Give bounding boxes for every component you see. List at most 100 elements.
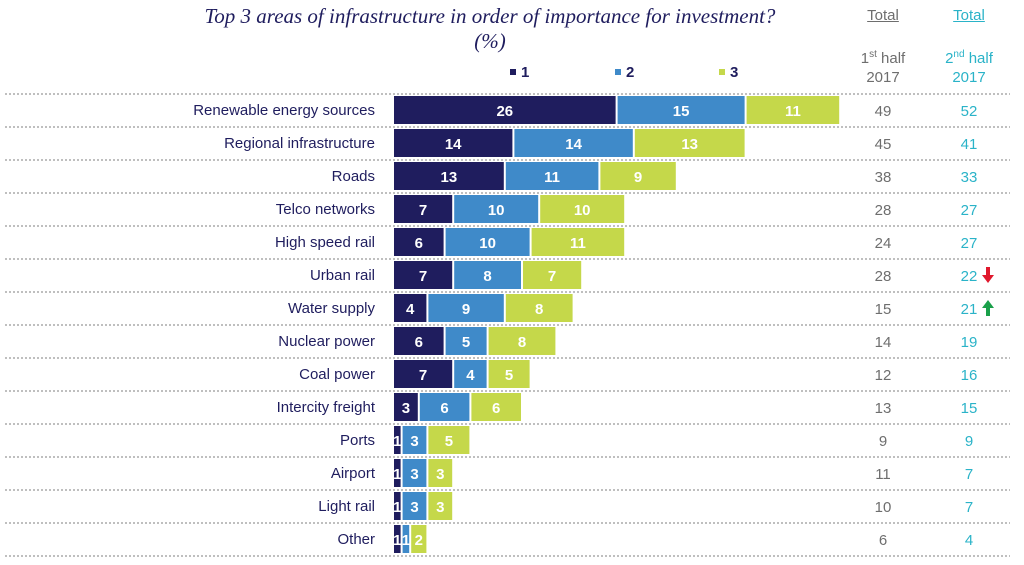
- category-label: Water supply: [288, 300, 375, 317]
- bar-series-1: [394, 492, 401, 520]
- category-label: Intercity freight: [277, 399, 376, 416]
- legend-swatch: [510, 69, 516, 75]
- data-label: 11: [570, 235, 586, 252]
- bar-series-3: [505, 294, 573, 322]
- total-first-half: 28: [875, 202, 892, 219]
- half-number: 1: [860, 50, 870, 67]
- data-label: 13: [441, 169, 458, 186]
- category-label: Ports: [340, 432, 375, 449]
- bar-series-1: [394, 525, 401, 553]
- bar-series-1: [394, 96, 616, 124]
- bar-series-1: [394, 327, 444, 355]
- category-label: Airport: [331, 465, 376, 482]
- data-label: 3: [410, 433, 418, 450]
- total-second-half: 9: [965, 433, 973, 450]
- bar-series-3: [523, 261, 582, 289]
- bar-series-3: [471, 393, 521, 421]
- legend-item-3: 3: [719, 64, 738, 81]
- legend-swatch: [615, 69, 621, 75]
- bar-series-1: [394, 459, 401, 487]
- category-label: Other: [337, 531, 375, 548]
- data-label: 7: [419, 202, 427, 219]
- year: 2017: [952, 69, 986, 86]
- total-first-half: 24: [875, 235, 892, 252]
- arrow-up-icon: [982, 300, 994, 316]
- data-label: 6: [492, 400, 500, 417]
- bar-series-2: [445, 228, 530, 256]
- data-label: 7: [548, 268, 556, 285]
- total-first-half: 13: [875, 400, 892, 417]
- total-first-half: 6: [879, 532, 887, 549]
- data-label: 9: [634, 169, 642, 186]
- column-title: Total: [867, 7, 899, 24]
- data-label: 6: [440, 400, 448, 417]
- data-label: 6: [415, 334, 423, 351]
- bar-series-2: [505, 162, 599, 190]
- data-label: 4: [466, 367, 475, 384]
- bar-series-2: [402, 525, 410, 553]
- bar-series-2: [454, 360, 487, 388]
- data-label: 9: [462, 301, 470, 318]
- bar-series-3: [540, 195, 625, 223]
- bar-series-3: [746, 96, 840, 124]
- data-label: 26: [496, 103, 513, 120]
- bar-series-1: [394, 129, 513, 157]
- data-label: 11: [785, 103, 801, 120]
- data-label: 8: [535, 301, 543, 318]
- data-label: 5: [462, 334, 470, 351]
- legend-label: 2: [626, 64, 635, 81]
- total-first-half: 15: [875, 301, 892, 318]
- bar-series-2: [445, 327, 487, 355]
- bar-series-1: [394, 360, 453, 388]
- data-label: 13: [681, 136, 698, 153]
- category-label: Roads: [332, 168, 375, 185]
- data-label: 5: [505, 367, 513, 384]
- category-label: Urban rail: [310, 267, 375, 284]
- legend-item-1: 1: [510, 64, 529, 81]
- bar-series-1: [394, 393, 418, 421]
- data-label: 3: [410, 466, 418, 483]
- bar-series-1: [394, 162, 504, 190]
- total-first-half: 9: [879, 433, 887, 450]
- bar-series-2: [402, 492, 427, 520]
- data-label: 6: [415, 235, 423, 252]
- category-label: Coal power: [299, 366, 375, 383]
- data-label: 1: [393, 532, 401, 549]
- total-second-half: 52: [961, 103, 978, 120]
- total-first-half: 38: [875, 169, 892, 186]
- total-first-half: 45: [875, 136, 892, 153]
- total-second-half: 7: [965, 466, 973, 483]
- category-label: High speed rail: [275, 234, 375, 251]
- data-label: 5: [445, 433, 453, 450]
- data-label: 1: [393, 466, 401, 483]
- data-label: 1: [402, 532, 410, 549]
- bar-series-3: [488, 327, 556, 355]
- data-label: 3: [436, 499, 444, 516]
- total-first-half: 28: [875, 268, 892, 285]
- column-header-second: Total 2nd half 2017: [934, 6, 1004, 87]
- ordinal: st: [869, 49, 877, 60]
- bar-series-2: [514, 129, 633, 157]
- legend-item-2: 2: [615, 64, 634, 81]
- data-label: 14: [565, 136, 582, 153]
- total-second-half: 22: [961, 268, 978, 285]
- total-first-half: 12: [875, 367, 892, 384]
- legend-label: 3: [730, 64, 739, 81]
- data-label: 8: [483, 268, 491, 285]
- data-label: 10: [574, 202, 591, 219]
- category-label: Renewable energy sources: [193, 102, 375, 119]
- year: 2017: [866, 69, 900, 86]
- bar-series-3: [411, 525, 427, 553]
- legend-label: 1: [521, 64, 530, 81]
- bar-series-1: [394, 294, 427, 322]
- column-header-first: Total 1st half 2017: [848, 6, 918, 87]
- total-second-half: 4: [965, 532, 973, 549]
- bar-series-2: [454, 195, 539, 223]
- bar-series-3: [428, 426, 470, 454]
- legend-swatch: [719, 69, 725, 75]
- category-label: Nuclear power: [278, 333, 375, 350]
- total-second-half: 41: [961, 136, 978, 153]
- data-label: 7: [419, 268, 427, 285]
- data-label: 3: [436, 466, 444, 483]
- bar-series-1: [394, 261, 453, 289]
